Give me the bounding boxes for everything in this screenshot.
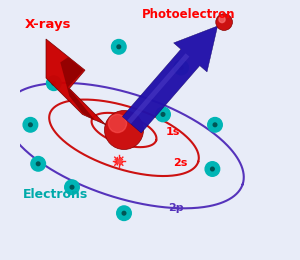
Text: 1s: 1s: [166, 127, 180, 137]
Text: Photoelectron: Photoelectron: [142, 8, 236, 21]
Circle shape: [28, 123, 32, 127]
Circle shape: [52, 81, 56, 85]
Circle shape: [70, 185, 74, 189]
Circle shape: [174, 60, 188, 75]
Circle shape: [65, 180, 79, 194]
Circle shape: [211, 167, 214, 171]
Circle shape: [161, 113, 165, 116]
Circle shape: [112, 40, 126, 54]
Circle shape: [108, 114, 127, 133]
Polygon shape: [122, 26, 218, 133]
Text: Electrons: Electrons: [22, 188, 88, 201]
Text: 2p: 2p: [168, 203, 184, 213]
Text: X-rays: X-rays: [25, 18, 72, 31]
Circle shape: [179, 66, 183, 69]
Circle shape: [205, 162, 220, 176]
Circle shape: [31, 157, 46, 171]
Circle shape: [122, 211, 126, 215]
Circle shape: [117, 206, 131, 220]
Polygon shape: [46, 39, 106, 125]
Circle shape: [219, 16, 225, 23]
Polygon shape: [60, 57, 95, 121]
Polygon shape: [127, 53, 189, 124]
Circle shape: [208, 118, 222, 132]
Circle shape: [216, 14, 232, 30]
Circle shape: [156, 107, 170, 122]
Circle shape: [104, 110, 143, 150]
Circle shape: [46, 76, 61, 90]
Circle shape: [117, 45, 121, 49]
Circle shape: [213, 123, 217, 127]
Circle shape: [36, 162, 40, 166]
Circle shape: [23, 118, 38, 132]
Text: 2s: 2s: [173, 158, 188, 168]
